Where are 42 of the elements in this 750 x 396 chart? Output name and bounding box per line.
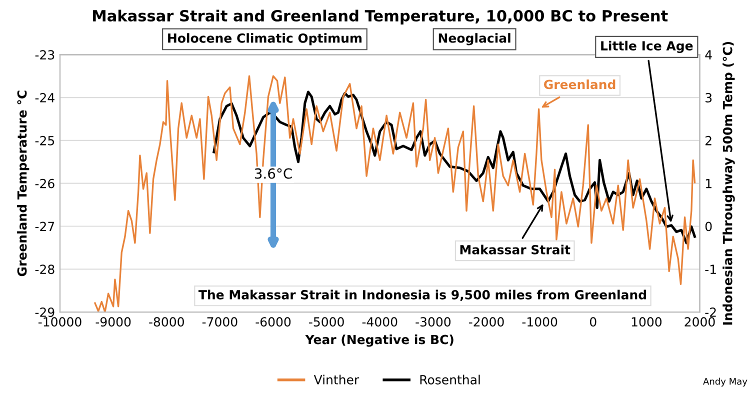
y2-tick-label: 1 <box>706 178 712 188</box>
annotation: The Makassar Strait in Indonesia is 9,500 miles from Greenland <box>198 290 646 302</box>
y2-tick-label: -2 <box>705 308 716 317</box>
x-tick-label: 1000 <box>632 317 662 327</box>
x-tick-label: 0 <box>590 317 596 327</box>
line-series <box>94 75 696 312</box>
y-tick-label: -27 <box>35 222 54 231</box>
y2-axis-title: Indonesian Throughway 500m Temp (°C) <box>722 42 735 325</box>
x-tick-label: -6000 <box>256 317 291 327</box>
y2-tick-label: -1 <box>705 264 716 274</box>
x-tick-label: -4000 <box>362 317 398 327</box>
y-tick-label: -29 <box>35 308 54 317</box>
annotation: 3.6°C <box>254 168 292 179</box>
y2-tick-label: 2 <box>706 136 712 146</box>
x-tick-label: -10000 <box>38 317 82 327</box>
legend-label: Rosenthal <box>420 374 480 384</box>
x-tick-label: -3000 <box>416 317 451 327</box>
text: Holocene Climatic Optimum <box>168 33 362 46</box>
x-tick-label: -1000 <box>522 317 558 327</box>
y-tick-label: -23 <box>35 50 54 60</box>
y2-tick-label: 4 <box>705 50 712 60</box>
annotation: Makassar Strait <box>460 244 570 254</box>
x-tick-label: -9000 <box>96 317 131 327</box>
annotation: Greenland <box>544 79 616 90</box>
y-tick-label: -24 <box>35 93 54 102</box>
text: Neoglacial <box>438 33 510 46</box>
x-tick-label: -7000 <box>202 317 238 327</box>
y2-tick-label: 0 <box>705 222 712 232</box>
y-tick-label: -25 <box>35 136 54 146</box>
y-axis-title: Greenland Temperature °C <box>17 90 30 276</box>
y-tick-label: -26 <box>35 178 54 188</box>
x-tick-label: 2000 <box>684 317 715 327</box>
y2-tick-label: 3 <box>706 93 712 102</box>
x-tick-label: -2000 <box>468 317 504 327</box>
text: Andy May <box>703 378 748 387</box>
y-tick-label: -28 <box>35 264 54 274</box>
legend-label: Vinther <box>314 374 360 384</box>
x-tick-label: -5000 <box>309 317 344 327</box>
x-tick-label: -8000 <box>149 317 184 327</box>
chart-title: Makassar Strait and Greenland Temperature, 10,000 BC to Present <box>93 10 668 24</box>
x-axis-title: Year (Negative is BC) <box>305 334 454 347</box>
annotation: Little Ice Age <box>601 40 693 54</box>
